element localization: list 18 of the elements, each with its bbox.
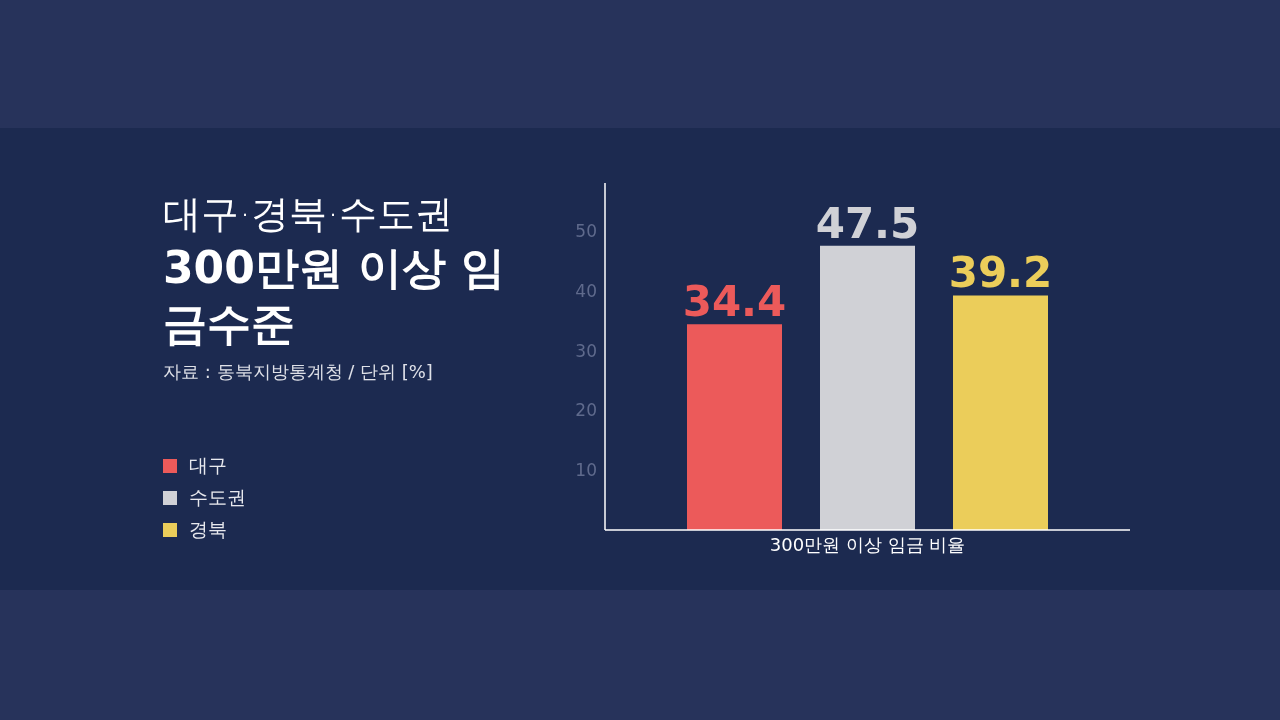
data-label: 34.4 [682,277,787,327]
y-tick-label: 30 [575,340,597,361]
x-tick-label: 300만원 이상 임금 비율 [769,533,966,555]
bar [820,245,915,530]
text: 자료 : 동북지방통계청 / 단위 [%] [163,360,434,384]
y-tick-label: 20 [575,400,597,421]
legend-label: 대구 [188,453,228,478]
legend-label: 수도권 [188,485,246,510]
chart-subtitle: 대구·경북·수도권 [163,191,455,238]
legend-label: 경북 [188,517,228,542]
bar [687,324,782,530]
text: 300만원 이상 임금수준 [163,241,507,351]
y-tick-label: 10 [575,460,597,481]
y-tick-label: 50 [575,220,597,241]
data-label: 47.5 [815,198,920,248]
bar [953,295,1048,530]
data-label: 39.2 [948,248,1053,298]
y-tick-label: 40 [575,280,597,301]
